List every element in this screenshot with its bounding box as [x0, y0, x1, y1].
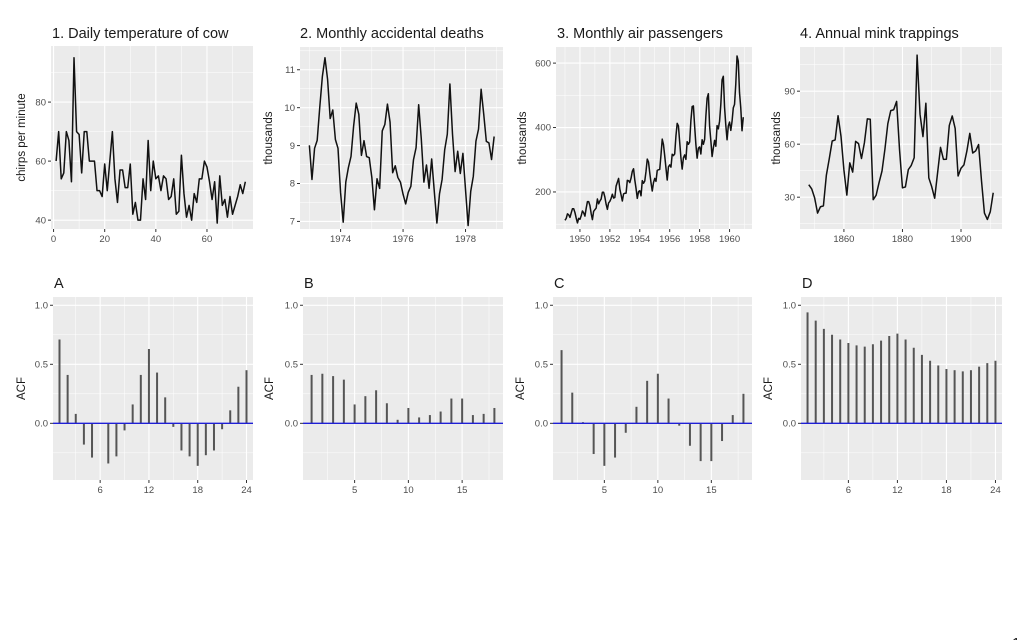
y-axis-label: ACF: [763, 377, 775, 400]
y-tick-label: 200: [535, 187, 551, 198]
plot-background: [53, 297, 253, 480]
x-tick-label: 6: [98, 485, 103, 496]
y-tick-label: 1.0: [285, 300, 298, 311]
chart-title: D: [802, 276, 812, 292]
x-tick-label: 20: [99, 234, 110, 245]
x-tick-label: 1956: [659, 234, 680, 245]
x-tick-label: 1976: [392, 234, 413, 245]
y-tick-label: 0.0: [783, 419, 796, 430]
x-tick-label: 1958: [689, 234, 710, 245]
chart-panel-p2: 2. Monthly accidental deaths 1974 1976 1978…: [263, 26, 503, 245]
chart-panel-pC: C 5 10 15 0.0 0.5 1.0 ACF: [515, 276, 752, 496]
chart-panel-pB: B 5 10 15 0.0 0.5 1.0 ACF: [264, 276, 503, 496]
chart-title: B: [304, 276, 314, 292]
chart-title: 1. Daily temperature of cow: [52, 26, 229, 42]
x-tick-label: 15: [457, 485, 468, 496]
chart-title: 2. Monthly accidental deaths: [300, 26, 484, 42]
plot-background: [801, 297, 1002, 480]
y-tick-label: 30: [784, 192, 795, 203]
x-tick-label: 12: [892, 485, 903, 496]
x-tick-label: 1974: [330, 234, 351, 245]
y-tick-label: 7: [290, 217, 295, 228]
y-tick-label: 0.5: [535, 359, 548, 370]
y-tick-label: 60: [35, 156, 46, 167]
y-tick-label: 0.0: [285, 419, 298, 430]
series-line: [808, 54, 994, 221]
x-tick-label: 5: [352, 485, 357, 496]
x-tick-label: 0: [51, 234, 56, 245]
y-axis-label: ACF: [16, 377, 28, 400]
y-tick-label: 0.5: [285, 359, 298, 370]
chart-panel-pA: A 6 12 18 24 0.0 0.5 1.0 ACF: [16, 276, 253, 496]
y-tick-label: 40: [35, 215, 46, 226]
y-tick-label: 9: [290, 141, 295, 152]
chart-title: 3. Monthly air passengers: [557, 26, 723, 42]
y-axis-label: thousands: [517, 111, 529, 164]
y-tick-label: 80: [35, 97, 46, 108]
y-axis-label: ACF: [515, 377, 527, 400]
y-tick-label: 1.0: [783, 300, 796, 311]
y-axis-label: thousands: [263, 111, 275, 164]
y-tick-label: 0.0: [535, 419, 548, 430]
plot-background: [800, 47, 1002, 229]
x-tick-label: 5: [602, 485, 607, 496]
series-line: [55, 57, 247, 224]
y-tick-label: 11: [285, 65, 295, 76]
chart-panel-p4: 4. Annual mink trappings 1860 1880 1900 30 60…: [771, 26, 1002, 245]
x-tick-label: 1960: [719, 234, 740, 245]
corner-mark: 1: [1012, 636, 1020, 640]
plot-background: [300, 47, 503, 229]
chart-title: A: [54, 276, 64, 292]
y-axis-label: thousands: [771, 111, 783, 164]
y-tick-label: 1.0: [35, 300, 48, 311]
x-tick-label: 10: [653, 485, 664, 496]
y-tick-label: 0.0: [35, 419, 48, 430]
x-tick-label: 1978: [455, 234, 476, 245]
y-tick-label: 10: [284, 103, 295, 114]
chart-title: C: [554, 276, 564, 292]
x-tick-label: 1900: [950, 234, 971, 245]
plot-background: [51, 46, 253, 229]
y-tick-label: 8: [290, 179, 295, 190]
x-tick-label: 24: [241, 485, 252, 496]
y-tick-label: 90: [784, 86, 795, 97]
x-tick-label: 1954: [629, 234, 650, 245]
x-tick-label: 6: [846, 485, 851, 496]
x-tick-label: 1952: [599, 234, 620, 245]
y-tick-label: 60: [784, 139, 795, 150]
chart-panel-p1: 1. Daily temperature of cow 0 20 40 60 40 60 80…: [16, 26, 253, 245]
y-tick-label: 1.0: [535, 300, 548, 311]
y-axis-label: ACF: [264, 377, 276, 400]
series-line: [308, 56, 495, 227]
y-axis-label: chirps per minute: [16, 93, 28, 181]
plot-background: [556, 47, 752, 229]
x-tick-label: 15: [706, 485, 717, 496]
chart-title: 4. Annual mink trappings: [800, 26, 959, 42]
y-tick-label: 400: [535, 123, 551, 134]
plot-background: [553, 297, 752, 480]
chart-panel-pD: D 6 12 18 24 0.0 0.5 1.0 ACF: [763, 276, 1002, 496]
x-tick-label: 24: [990, 485, 1001, 496]
series-line: [564, 55, 745, 224]
x-tick-label: 12: [144, 485, 155, 496]
y-tick-label: 600: [535, 58, 551, 69]
chart-panel-p3: 3. Monthly air passengers 1950 1952 1954 195…: [517, 26, 752, 245]
x-tick-label: 18: [941, 485, 952, 496]
x-tick-label: 1950: [569, 234, 590, 245]
x-tick-label: 18: [192, 485, 203, 496]
x-tick-label: 40: [151, 234, 162, 245]
x-tick-label: 60: [202, 234, 213, 245]
plot-background: [303, 297, 503, 480]
x-tick-label: 1860: [833, 234, 854, 245]
x-tick-label: 1880: [892, 234, 913, 245]
y-tick-label: 0.5: [783, 359, 796, 370]
x-tick-label: 10: [403, 485, 414, 496]
y-tick-label: 0.5: [35, 359, 48, 370]
